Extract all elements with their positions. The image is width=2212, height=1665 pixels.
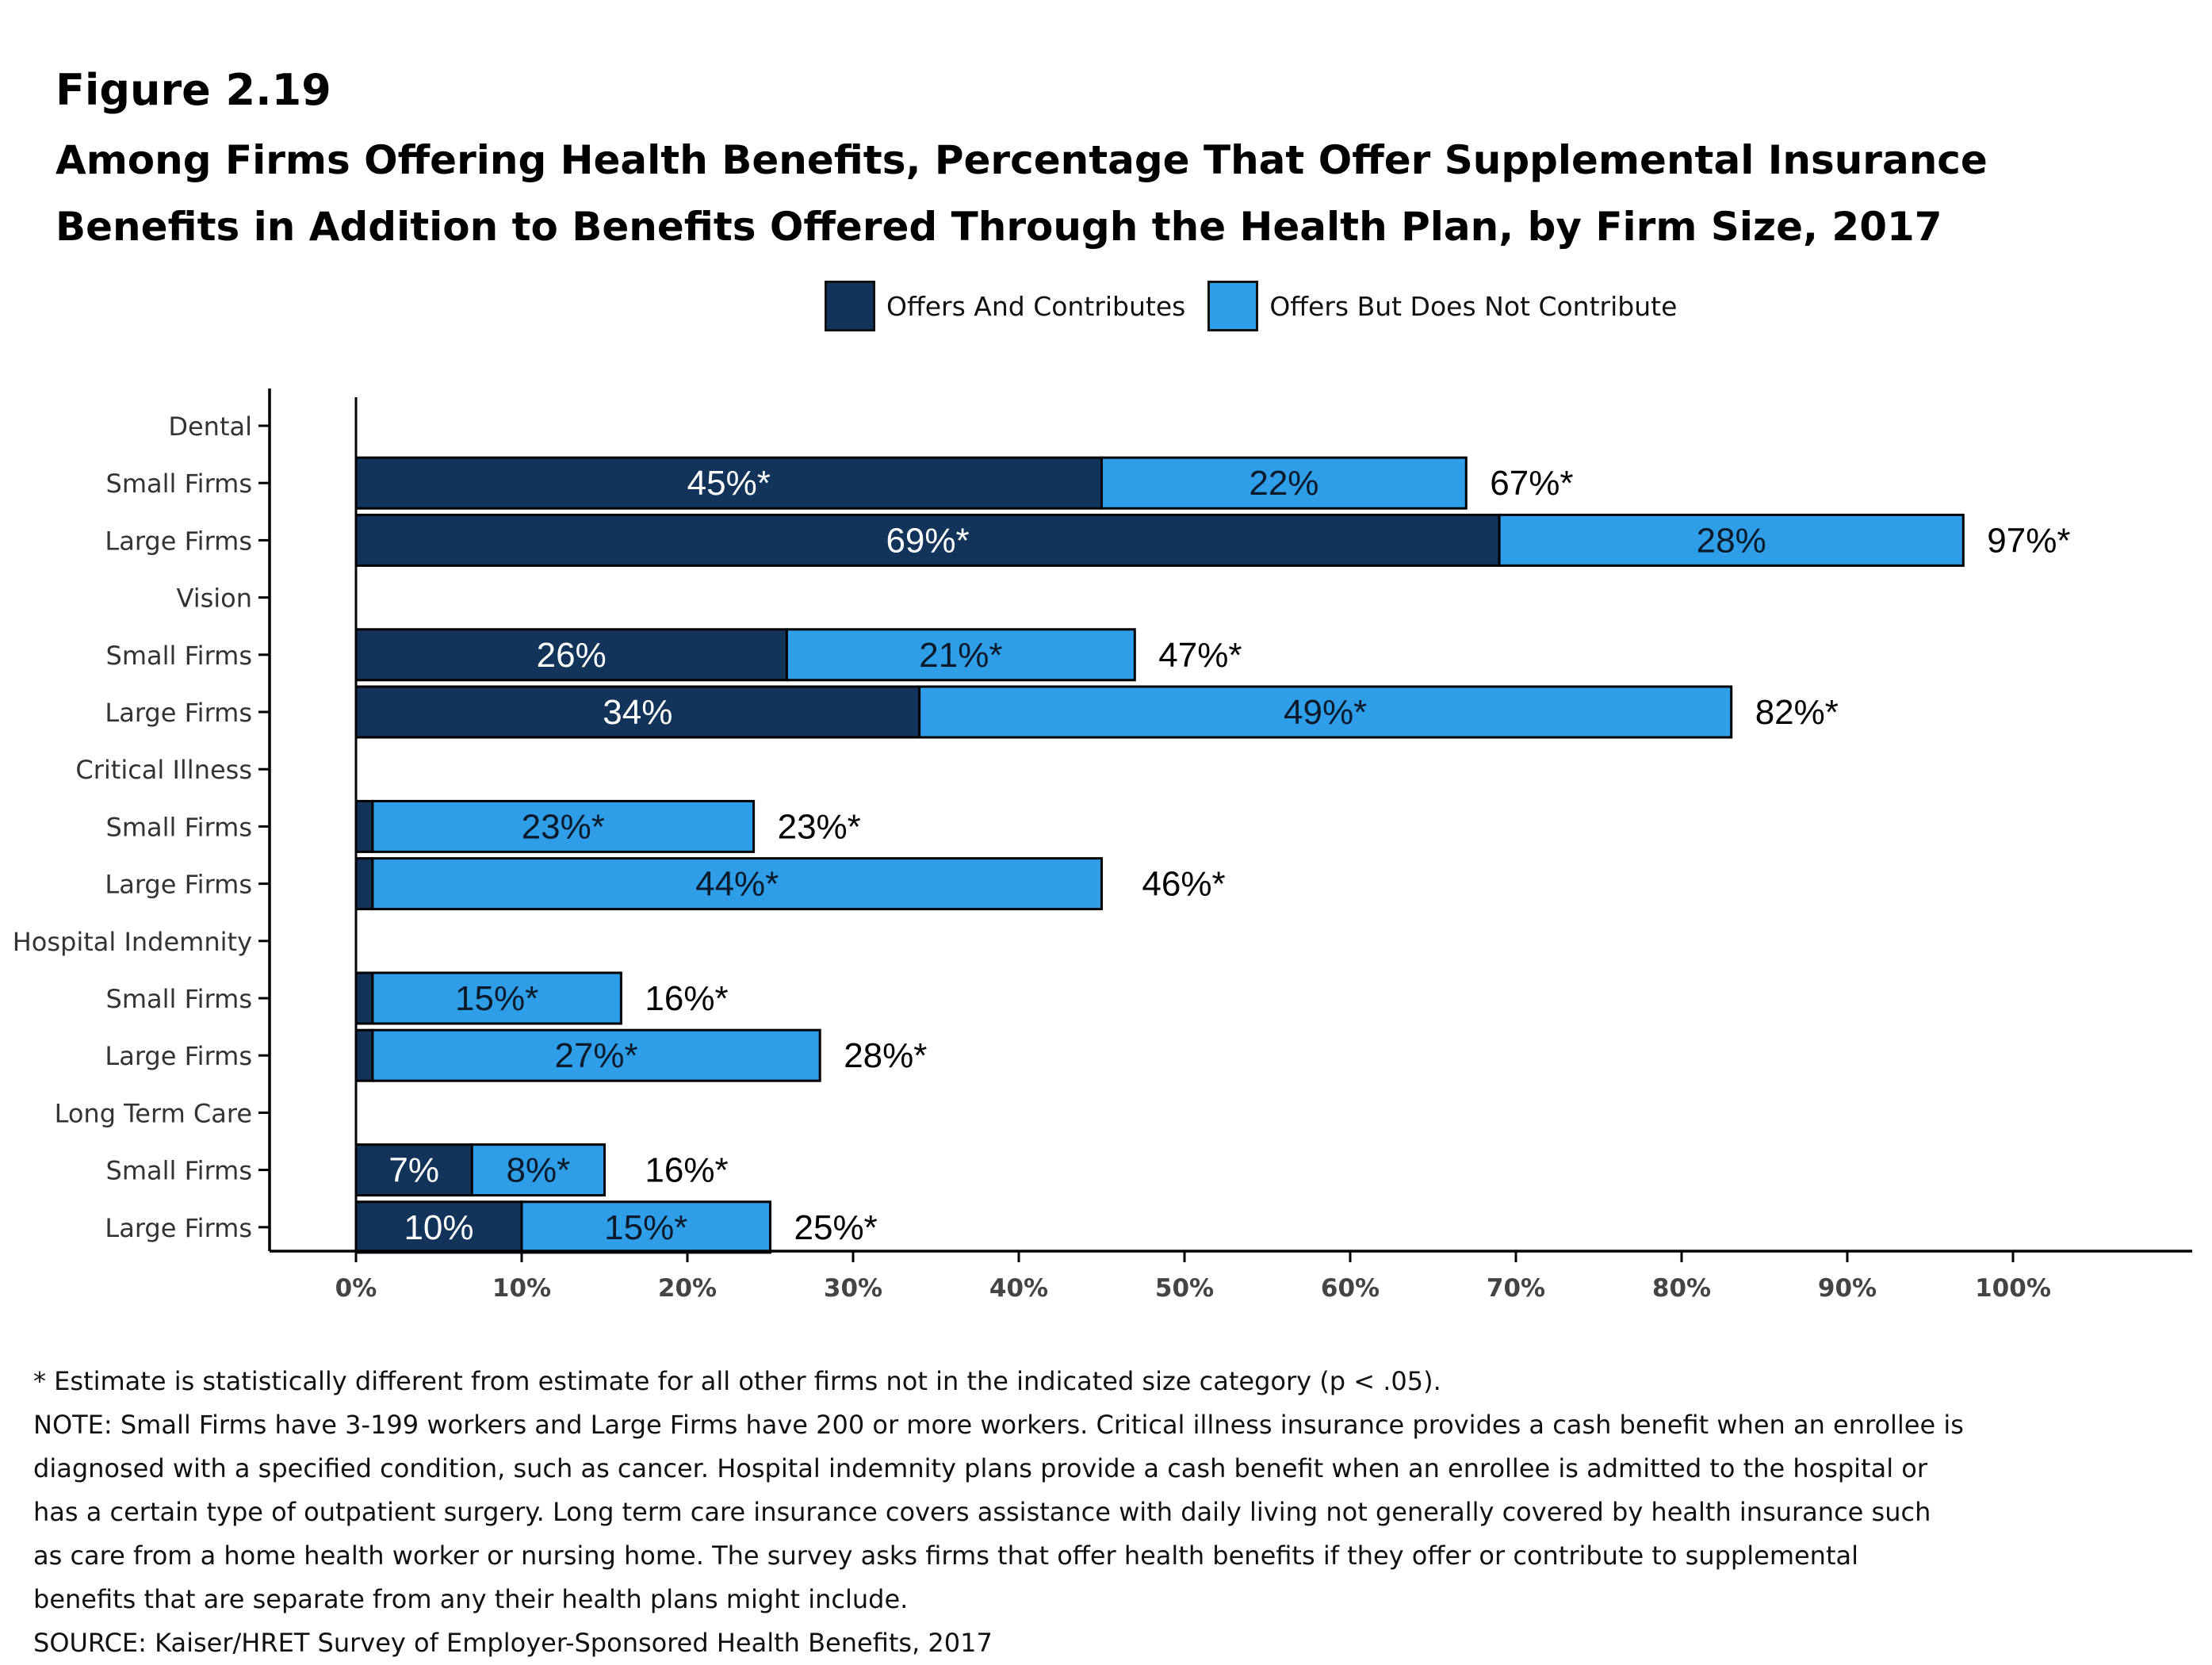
x-tick-label: 80% [1652, 1274, 1711, 1303]
footnote-note-1: NOTE: Small Firms have 3-199 workers and… [33, 1410, 1964, 1440]
firm-size-label: Small Firms [106, 984, 252, 1014]
bar-value-label: 49%* [1284, 693, 1367, 732]
bar-offers-and-contributes [354, 628, 788, 682]
legend-item-offers-and-contributes: Offers And Contributes [825, 281, 1185, 331]
bar-value-label: 45%* [687, 464, 771, 503]
x-tick-label: 60% [1321, 1274, 1380, 1303]
bar-offers-no-contribution [371, 857, 1103, 911]
bar-offers-and-contributes [354, 513, 1501, 567]
x-tick-label: 70% [1487, 1274, 1545, 1303]
x-tick-label: 10% [492, 1274, 551, 1303]
footnote-note-3: has a certain type of outpatient surgery… [33, 1497, 1931, 1527]
footnotes: * Estimate is statistically different fr… [33, 1360, 2095, 1665]
bar-value-label: 15%* [604, 1208, 687, 1247]
bar-offers-no-contribution [371, 971, 622, 1025]
chart-legend: Offers And Contributes Offers But Does N… [825, 278, 1699, 335]
footnote-source: SOURCE: Kaiser/HRET Survey of Employer-S… [33, 1628, 993, 1658]
figure-label: Figure 2.19 [55, 65, 331, 115]
chart-title-line-1: Among Firms Offering Health Benefits, Pe… [55, 137, 1988, 183]
footnote-note-4: as care from a home health worker or nur… [33, 1541, 1858, 1571]
bar-total-label: 16%* [645, 979, 728, 1018]
category-label: Dental [168, 411, 252, 442]
bar-total-label: 23%* [778, 807, 861, 846]
bar-offers-and-contributes [354, 857, 374, 911]
bar-total-label: 97%* [1987, 521, 2070, 560]
x-tick-label: 90% [1818, 1274, 1877, 1303]
category-label: Hospital Indemnity [13, 927, 252, 957]
bar-offers-no-contribution [520, 1200, 771, 1254]
bar-value-label: 21%* [919, 636, 1002, 675]
x-tick-label: 40% [989, 1274, 1048, 1303]
bar-chart: Dental Small Firms 45%* 22% 67%* Large Firms 6… [13, 388, 2192, 1303]
bar-offers-and-contributes [354, 1143, 473, 1197]
x-tick-label: 20% [658, 1274, 717, 1303]
bar-value-label: 8%* [507, 1151, 571, 1190]
bar-total-label: 46%* [1142, 865, 1225, 904]
bar-value-label: 28% [1697, 521, 1766, 560]
footnote-note-5: benefits that are separate from any thei… [33, 1584, 909, 1614]
category-label: Vision [177, 584, 253, 614]
firm-size-label: Large Firms [105, 870, 252, 900]
bar-offers-and-contributes [354, 456, 1103, 510]
x-tick-label: 0% [335, 1274, 377, 1303]
bar-value-label: 7% [388, 1151, 439, 1190]
bar-offers-no-contribution [785, 628, 1136, 682]
bar-value-label: 44%* [695, 865, 779, 904]
category-label: Critical Illness [75, 755, 252, 785]
bar-offers-and-contributes [354, 1028, 374, 1082]
bar-total-label: 67%* [1490, 464, 1573, 503]
bar-offers-no-contribution [1498, 513, 1965, 567]
chart-title-line-2: Benefits in Addition to Benefits Offered… [55, 204, 1942, 250]
firm-size-label: Small Firms [106, 812, 252, 842]
firm-size-label: Small Firms [106, 641, 252, 671]
bar-value-label: 22% [1249, 464, 1318, 503]
firm-size-label: Large Firms [105, 1041, 252, 1071]
bar-total-label: 47%* [1158, 636, 1242, 675]
firm-size-label: Small Firms [106, 1156, 252, 1186]
bar-value-label: 23%* [522, 807, 605, 846]
footnote-note-2: diagnosed with a specified condition, su… [33, 1453, 1928, 1483]
firm-size-label: Large Firms [105, 526, 252, 556]
bar-offers-and-contributes [354, 799, 374, 853]
bar-value-label: 69%* [886, 521, 969, 560]
bar-offers-and-contributes [354, 971, 374, 1025]
legend-label-offers-and-contributes: Offers And Contributes [886, 290, 1186, 322]
bar-value-label: 34% [603, 693, 672, 732]
firm-size-label: Large Firms [105, 698, 252, 728]
bar-offers-no-contribution [918, 685, 1733, 739]
firm-size-label: Large Firms [105, 1213, 252, 1243]
x-tick-label: 30% [824, 1274, 882, 1303]
legend-item-offers-no-contribution: Offers But Does Not Contribute [1207, 281, 1677, 331]
bar-value-label: 27%* [554, 1036, 637, 1075]
bar-offers-no-contribution [371, 1028, 821, 1082]
bar-offers-and-contributes [354, 1200, 523, 1254]
bar-offers-no-contribution [371, 799, 756, 853]
bar-total-label: 16%* [645, 1151, 728, 1190]
legend-label-offers-no-contribution: Offers But Does Not Contribute [1269, 290, 1678, 322]
firm-size-label: Small Firms [106, 469, 252, 499]
legend-swatch-dark [825, 281, 875, 331]
bar-value-label: 10% [404, 1208, 473, 1247]
bar-offers-no-contribution [1100, 456, 1468, 510]
bar-value-label: 26% [537, 636, 607, 675]
bar-value-label: 15%* [455, 979, 538, 1018]
chart-title: Among Firms Offering Health Benefits, Pe… [55, 127, 2117, 260]
bar-offers-no-contribution [470, 1143, 606, 1197]
bar-total-label: 82%* [1755, 693, 1839, 732]
category-label: Long Term Care [55, 1098, 252, 1128]
x-tick-label: 50% [1155, 1274, 1214, 1303]
bar-total-label: 25%* [794, 1208, 878, 1247]
x-tick-label: 100% [1975, 1274, 2051, 1303]
footnote-asterisk: * Estimate is statistically different fr… [33, 1366, 1441, 1396]
legend-swatch-light [1207, 281, 1259, 331]
bar-total-label: 28%* [844, 1036, 927, 1075]
